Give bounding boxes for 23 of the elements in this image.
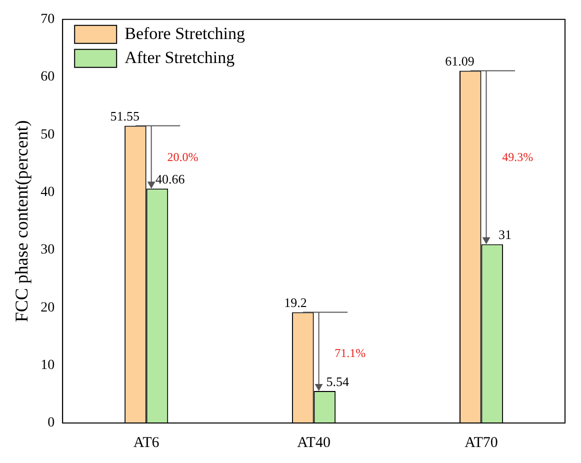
annotation: 71.1% [334,346,366,360]
y-tick-label: 10 [40,358,55,374]
y-tick-label: 60 [40,70,55,85]
data-label: 19.2 [284,295,307,310]
legend-label: Before Stretching [124,24,246,43]
data-label: 51.55 [110,108,140,124]
x-tick-label: AT40 [297,434,330,451]
annotation: 20.0% [167,150,198,164]
x-tick-label: AT6 [133,434,160,451]
data-label: 5.54 [326,374,350,389]
y-tick-label: 30 [40,242,55,258]
annotation: 49.3% [502,150,534,164]
x-tick-label: AT70 [464,434,498,451]
y-tick-label: 50 [40,127,55,142]
y-tick-label: 20 [40,300,55,316]
y-axis-title: FCC phase content(percent) [12,120,32,322]
y-tick-label: 40 [40,185,55,200]
data-label: 40.66 [155,171,186,186]
data-label: 31 [498,227,512,242]
y-tick-label: 70 [40,12,55,28]
data-label: 61.09 [445,54,474,69]
legend-label: After Stretching [124,48,236,67]
y-tick-label: 0 [48,416,55,431]
